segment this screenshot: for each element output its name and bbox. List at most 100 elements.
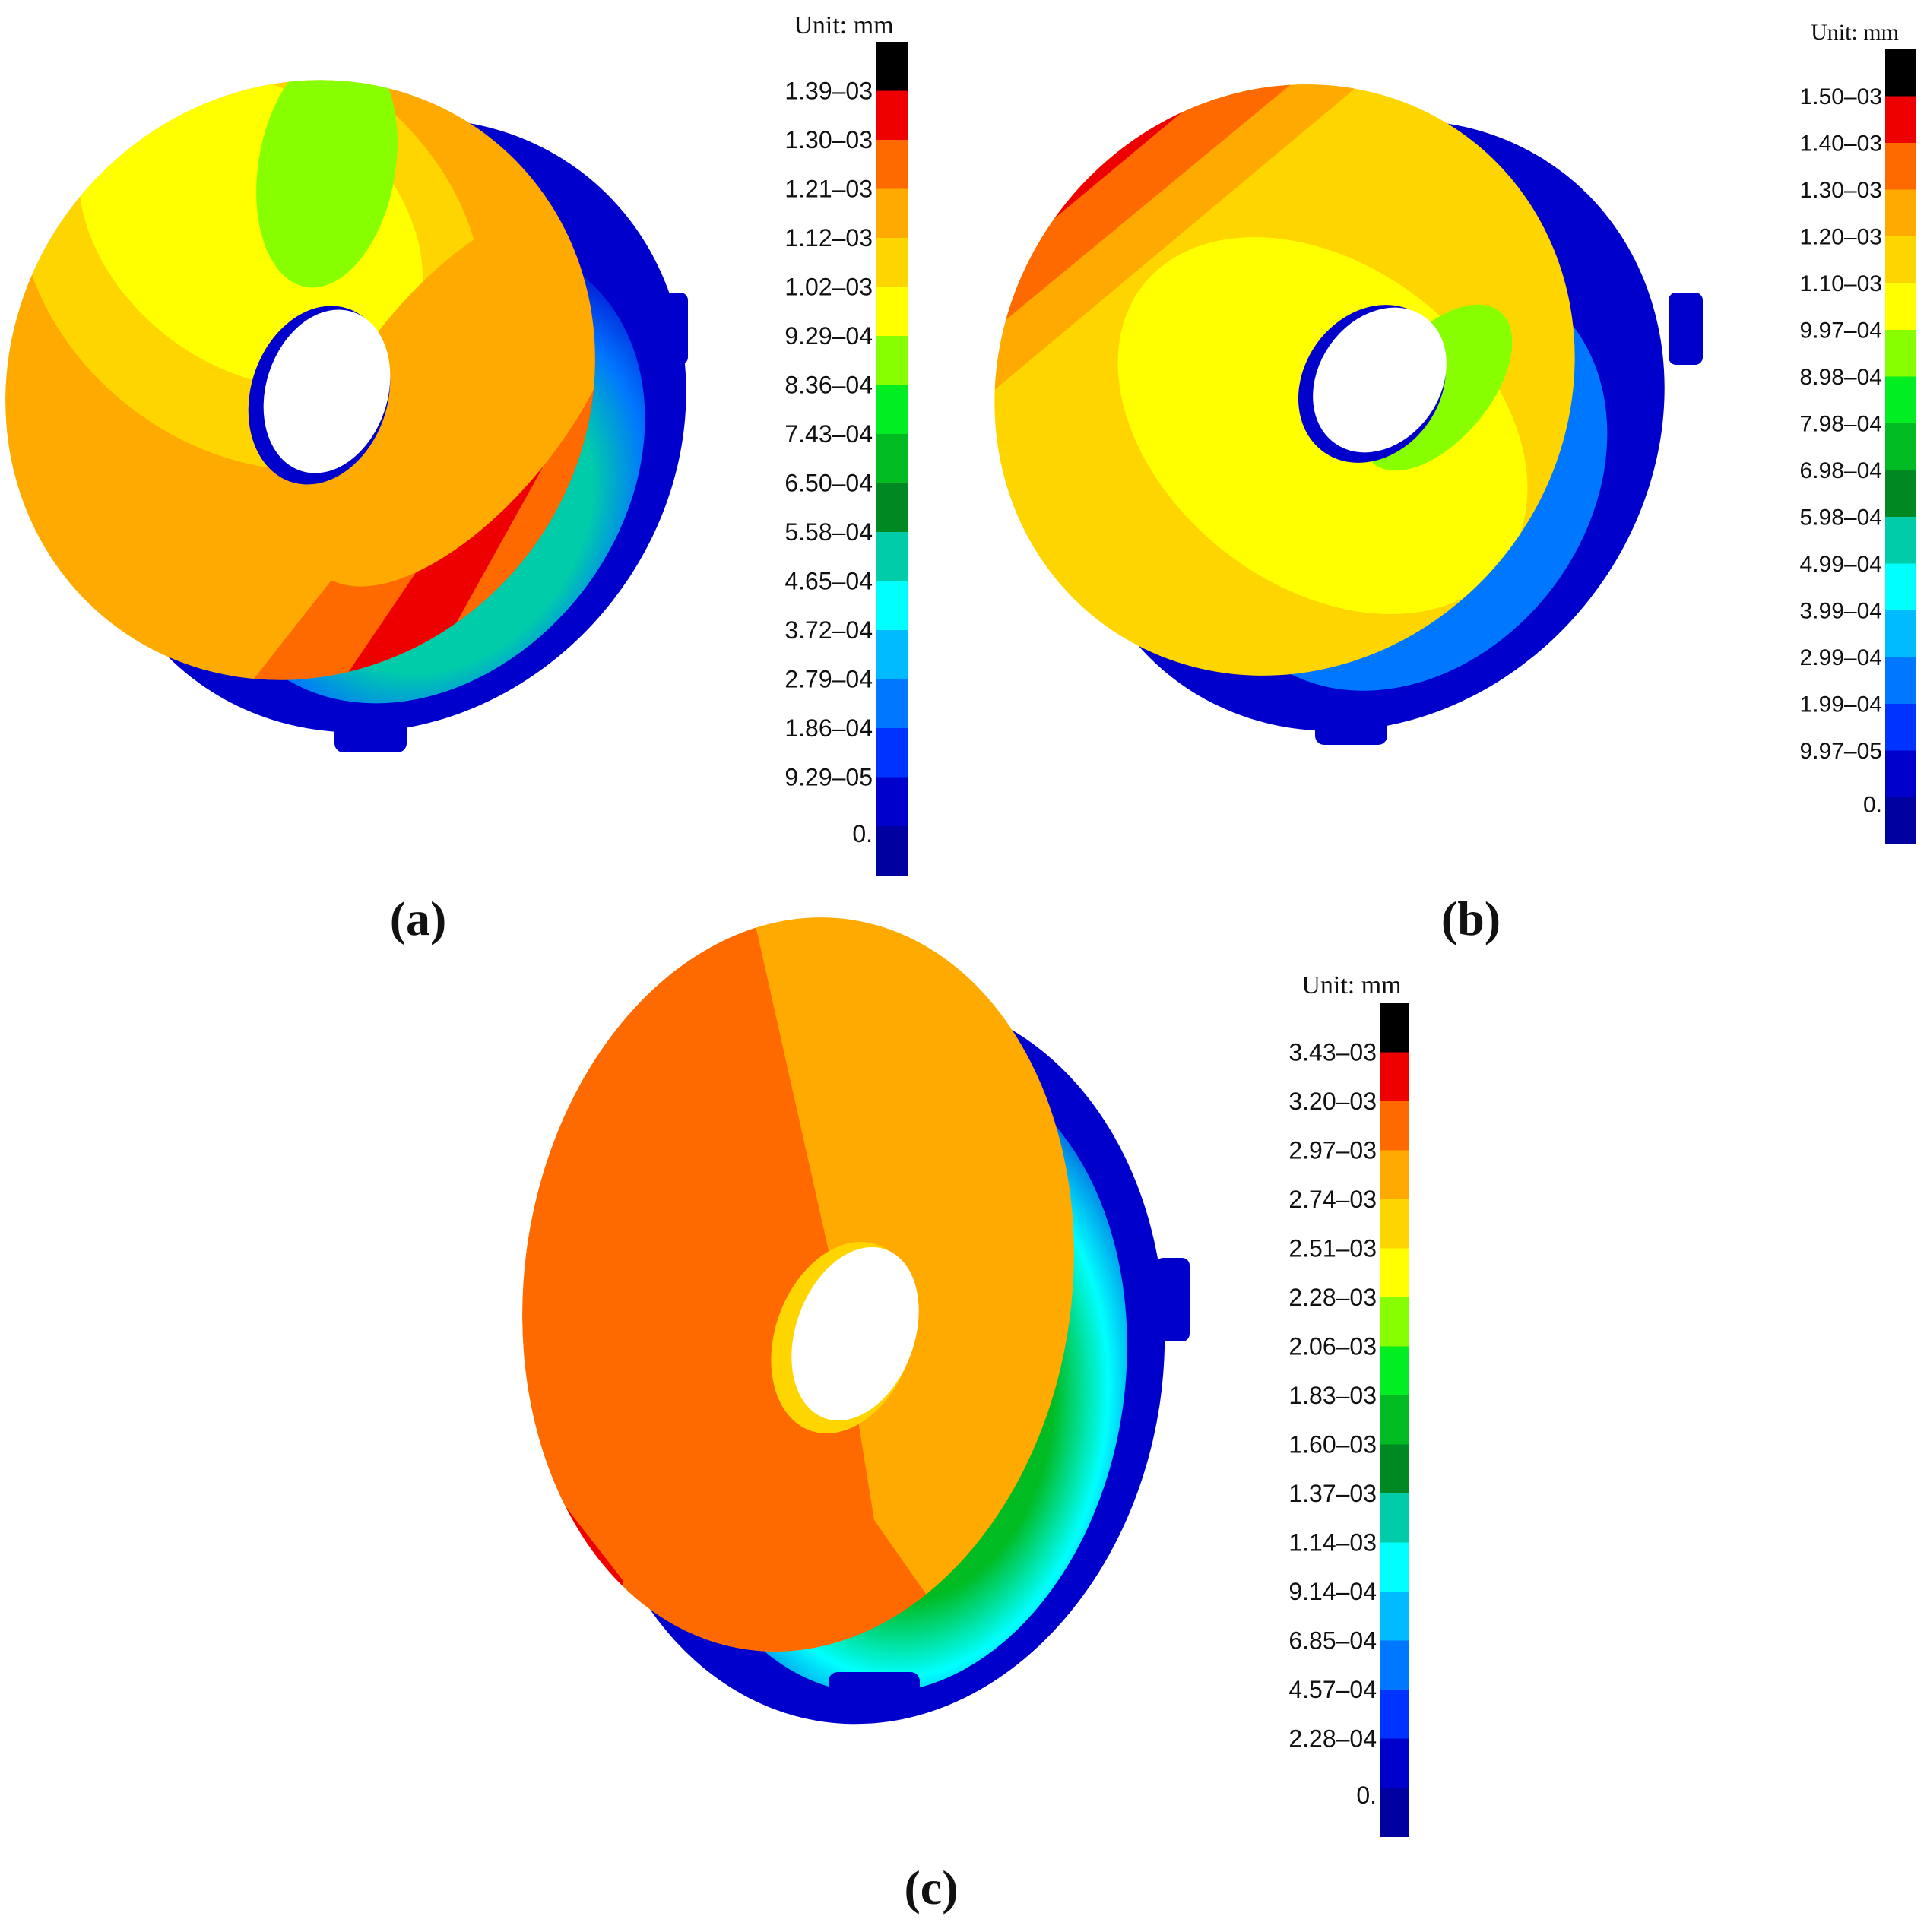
mount-lug-a1: [654, 293, 688, 365]
legend-swatch: [1380, 1690, 1409, 1739]
legend-swatch: [876, 777, 908, 827]
legend-swatch: [876, 728, 908, 778]
legend-tick-label: 1.60–03: [1288, 1431, 1377, 1459]
legend-tick-label: 1.99–04: [1800, 692, 1882, 717]
legend-swatch: [876, 188, 908, 239]
legend-tick-label: 2.74–03: [1288, 1186, 1377, 1213]
legend-swatch: [1380, 1003, 1409, 1053]
legend-swatch: [1885, 610, 1916, 657]
contour-plot-b: Unit: mm 1.50–03 1.40–03 1.30–03 1.20–03 1.1…: [988, 20, 1916, 945]
legend-swatch: [876, 336, 908, 385]
legend-tick-label: 0.: [1356, 1782, 1377, 1809]
legend-swatch: [1380, 1052, 1409, 1102]
legend-tick-label: 4.65–04: [784, 568, 873, 595]
legend-tick-label: 1.20–03: [1800, 225, 1882, 250]
legend-tick-label: 1.14–03: [1288, 1529, 1377, 1557]
legend-tick-label: 6.85–04: [1288, 1627, 1377, 1655]
legend-tick-label: 9.29–05: [784, 764, 873, 791]
legend-tick-label: 6.98–04: [1800, 458, 1882, 483]
legend-tick-label: 0.: [1863, 793, 1882, 818]
mount-lug-c1: [1155, 1258, 1190, 1341]
legend-tick-label: 4.99–04: [1800, 552, 1882, 577]
legend-swatch: [1885, 283, 1916, 331]
legend-swatch: [1885, 750, 1916, 798]
legend-swatch: [1885, 704, 1916, 751]
legend-tick-label: 1.40–03: [1800, 131, 1882, 157]
legend-tick-label: 5.98–04: [1800, 505, 1882, 531]
legend-swatch: [1380, 1346, 1409, 1396]
legend-tick-label: 2.28–04: [1288, 1725, 1377, 1753]
legend-tick-label: 0.: [852, 820, 873, 847]
legend-swatch: [1380, 1444, 1409, 1494]
legend-tick-label: 1.86–04: [784, 714, 873, 742]
mount-lug-c2: [829, 1672, 920, 1714]
legend-swatch: [876, 385, 908, 435]
unit-label-b: Unit: mm: [1811, 20, 1899, 45]
color-legend-c: 3.43–03 3.20–03 2.97–03 2.74–03 2.51–03 2.28–…: [1288, 1003, 1409, 1837]
legend-swatch: [1885, 563, 1916, 611]
legend-swatch: [1885, 49, 1916, 97]
legend-swatch: [876, 434, 908, 483]
legend-tick-label: 7.43–04: [784, 420, 873, 448]
legend-tick-label: 1.50–03: [1800, 84, 1882, 109]
legend-tick-label: 9.14–04: [1288, 1578, 1377, 1605]
color-legend-a: 1.39–03 1.30–03 1.21–03 1.12–03 1.02–03 9.29–…: [784, 42, 908, 876]
panel-label-b: (b): [1441, 892, 1501, 945]
legend-swatch: [876, 630, 908, 679]
mount-lug-b2: [1315, 703, 1387, 745]
legend-swatch: [876, 238, 908, 287]
legend-swatch: [1885, 797, 1916, 844]
legend-swatch: [1885, 330, 1916, 377]
panel-label-c: (c): [904, 1861, 958, 1915]
legend-swatch: [876, 826, 908, 876]
legend-tick-label: 5.58–04: [784, 518, 873, 546]
legend-swatch: [1885, 189, 1916, 237]
legend-swatch: [876, 679, 908, 729]
legend-swatch: [1380, 1297, 1409, 1347]
mount-lug-a2: [334, 711, 407, 752]
legend-tick-label: 1.37–03: [1288, 1480, 1377, 1507]
color-legend-b: 1.50–03 1.40–03 1.30–03 1.20–03 1.10–03 9.97–…: [1800, 49, 1916, 844]
legend-tick-label: 3.99–04: [1800, 599, 1882, 624]
legend-swatch: [1885, 517, 1916, 564]
legend-tick-label: 6.50–04: [784, 470, 873, 497]
legend-swatch: [1380, 1150, 1409, 1200]
legend-swatch: [876, 581, 908, 631]
legend-swatch: [1885, 470, 1916, 518]
legend-tick-label: 2.79–04: [784, 666, 873, 693]
legend-tick-label: 1.02–03: [784, 274, 873, 301]
legend-swatch: [1885, 236, 1916, 283]
legend-swatch: [1380, 1542, 1409, 1592]
legend-swatch: [1380, 1248, 1409, 1298]
legend-swatch: [876, 483, 908, 533]
panel-label-a: (a): [390, 892, 447, 945]
unit-label-a: Unit: mm: [794, 11, 893, 40]
legend-tick-label: 2.97–03: [1288, 1137, 1377, 1164]
legend-tick-label: 1.30–03: [784, 126, 873, 154]
legend-swatch: [876, 287, 908, 337]
legend-tick-label: 3.20–03: [1288, 1088, 1377, 1115]
contour-plot-a: Unit: mm 1.39–03 1.30–03 1.21–03 1.12–03 1.0…: [0, 0, 908, 945]
legend-swatch: [1885, 143, 1916, 190]
legend-swatch: [1885, 423, 1916, 470]
legend-swatch: [1380, 1199, 1409, 1249]
legend-swatch: [1885, 376, 1916, 424]
legend-swatch: [1380, 1493, 1409, 1543]
legend-swatch: [1380, 1738, 1409, 1788]
legend-tick-label: 1.30–03: [1800, 178, 1882, 203]
legend-tick-label: 4.57–04: [1288, 1676, 1377, 1703]
legend-swatch: [1885, 657, 1916, 705]
legend-swatch: [876, 140, 908, 189]
legend-swatch: [876, 90, 908, 141]
legend-tick-label: 1.21–03: [784, 176, 873, 203]
legend-tick-label: 8.36–04: [784, 372, 873, 399]
legend-swatch: [1380, 1395, 1409, 1445]
legend-tick-label: 1.83–03: [1288, 1382, 1377, 1409]
legend-swatch: [876, 42, 908, 91]
legend-tick-label: 2.28–03: [1288, 1284, 1377, 1311]
legend-tick-label: 8.98–04: [1800, 365, 1882, 390]
legend-tick-label: 9.97–04: [1800, 318, 1882, 344]
mount-lug-b1: [1669, 293, 1703, 365]
legend-swatch: [1380, 1101, 1409, 1151]
